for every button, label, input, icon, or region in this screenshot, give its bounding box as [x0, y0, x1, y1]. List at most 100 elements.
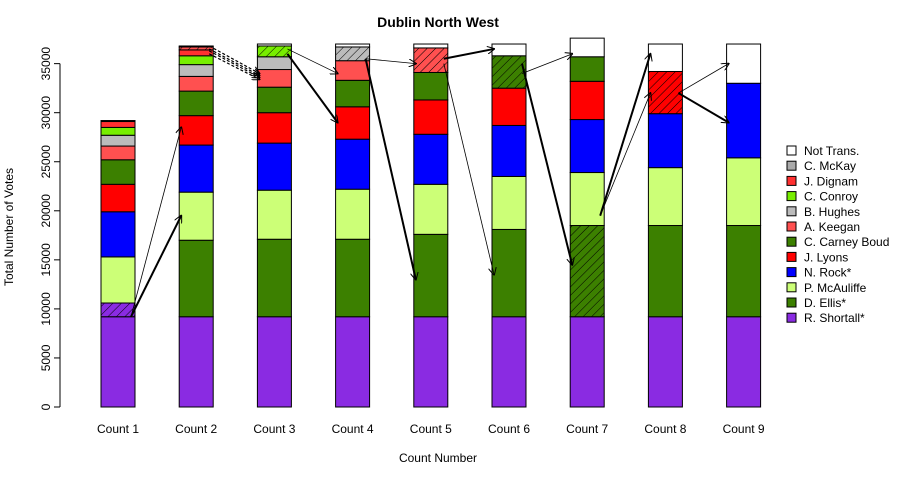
bar-segment [178, 144, 214, 193]
legend-label: N. Rock* [804, 266, 852, 280]
x-tick-label: Count 2 [175, 422, 217, 436]
bar-segment [413, 233, 449, 318]
legend-swatch [786, 251, 797, 262]
bars [100, 37, 762, 408]
legend-label: Not Trans. [804, 144, 859, 158]
bar-segment [647, 70, 683, 115]
bar-segment [491, 124, 527, 177]
bar-segment [335, 43, 371, 48]
bar-segment [100, 302, 136, 318]
transfer-arrow [286, 53, 337, 123]
transfer-arrow [521, 63, 572, 265]
transfer-arrow [443, 63, 494, 275]
bar-segment [335, 138, 371, 190]
bar-segment [178, 239, 214, 318]
bar-segment [100, 316, 136, 408]
bar-segment [491, 316, 527, 408]
bar-segment [178, 64, 214, 77]
y-tick-label: 25000 [39, 145, 53, 179]
x-tick-label: Count 5 [410, 422, 452, 436]
legend-swatch [786, 145, 797, 156]
x-tick-label: Count 7 [566, 422, 608, 436]
y-tick-label: 30000 [39, 96, 53, 130]
y-tick-label: 35000 [39, 47, 53, 81]
legend-label: C. Carney Boud [804, 235, 889, 249]
bar-segment [100, 211, 136, 258]
bar-segment [100, 126, 136, 136]
x-tick-label: Count 8 [644, 422, 686, 436]
bar-segment [178, 316, 214, 408]
chart-title: Dublin North West [377, 14, 499, 30]
transfer-arrow [443, 49, 494, 60]
x-tick-label: Count 4 [332, 422, 374, 436]
bar-segment [178, 115, 214, 146]
bar-segment [491, 43, 527, 57]
transfer-arrow [364, 58, 416, 280]
x-tick-labels: Count 1 Count 2 Count 3 Count 4 Count 5 Count… [97, 422, 765, 436]
bar-segment [100, 256, 136, 304]
legend-swatch [786, 236, 797, 247]
bar-segment [178, 49, 214, 57]
y-axis-label: Total Number of Votes [2, 168, 16, 286]
bar-stack [413, 43, 449, 408]
legend-label: D. Ellis* [804, 296, 846, 310]
bar-segment [569, 56, 605, 82]
legend-swatch [786, 191, 797, 202]
x-tick-label: Count 9 [723, 422, 765, 436]
legend-item: B. Hughes [786, 205, 860, 219]
bar-segment [100, 121, 136, 128]
legend-label: C. McKay [804, 159, 856, 173]
bar-stack [178, 45, 214, 408]
legend-swatch [786, 160, 797, 171]
legend-item: R. Shortall* [786, 311, 865, 325]
bar-segment [100, 145, 136, 161]
bar-segment [335, 106, 371, 140]
bar-segment [100, 183, 136, 213]
legend-item: J. Lyons [786, 250, 848, 264]
bar-segment [335, 46, 371, 62]
transfer-arrow [287, 48, 337, 74]
bar-segment [647, 316, 683, 408]
transfer-arrow [208, 53, 259, 80]
bar-segment [491, 228, 527, 318]
bar-segment [569, 37, 605, 58]
legend-swatch [786, 267, 797, 278]
bar-stack [256, 43, 292, 408]
bar-segment [256, 43, 292, 47]
legend-item: A. Keegan [786, 220, 860, 234]
transfer-arrow [208, 45, 259, 73]
legend-item: P. McAuliffe [786, 281, 867, 295]
legend-item: C. Carney Boud [786, 235, 889, 249]
bar-segment [569, 119, 605, 174]
bar-segment [726, 225, 762, 318]
bar-segment [256, 189, 292, 240]
bar-segment [256, 56, 292, 71]
bar-segment [335, 79, 371, 108]
bar-segment [491, 175, 527, 230]
legend-item: C. McKay [786, 159, 856, 173]
legend-label: C. Conroy [804, 190, 858, 204]
transfer-arrow [599, 93, 650, 216]
bar-segment [569, 80, 605, 121]
y-tick-label: 15000 [39, 243, 53, 277]
bar-segment [256, 238, 292, 318]
transfer-arrow [365, 58, 416, 64]
bar-segment [335, 238, 371, 318]
bar-stack [100, 120, 136, 408]
bar-segment [726, 43, 762, 84]
bar-segment [256, 142, 292, 191]
bar-segment [569, 225, 605, 318]
legend-item: N. Rock* [786, 266, 852, 280]
legend-item: J. Dignam [786, 174, 858, 188]
bar-segment [100, 159, 136, 185]
legend-label: J. Dignam [804, 174, 858, 188]
bar-segment [100, 120, 136, 123]
transfer-arrows [130, 45, 729, 318]
y-axis: 0 5000 10000 15000 20000 25000 30000 35000 [39, 47, 61, 410]
y-tick-label: 0 [39, 403, 53, 410]
transfer-arrow [208, 50, 259, 77]
transfer-arrow [521, 54, 572, 74]
bar-stack [491, 43, 527, 408]
